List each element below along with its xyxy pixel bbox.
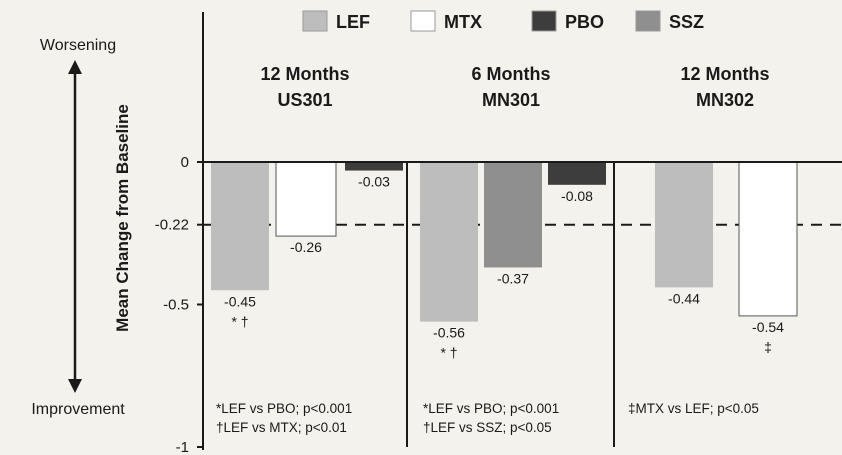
group-title-study: US301: [277, 90, 332, 110]
y-tick-label: 0: [181, 154, 189, 171]
legend-swatch-lef: [302, 10, 328, 32]
y-axis-title: Mean Change from Baseline: [113, 104, 132, 332]
legend-label-lef: LEF: [336, 12, 370, 32]
significance-marker: ‡: [764, 339, 772, 355]
worsening-label: Worsening: [40, 37, 116, 54]
legend-label-pbo: PBO: [565, 12, 604, 32]
y-tick-label: -1: [176, 439, 189, 455]
bar-value-label: -0.08: [561, 188, 593, 204]
group-footnote: *LEF vs PBO; p<0.001: [216, 401, 352, 416]
bar-pbo: [548, 162, 606, 185]
significance-marker: * †: [440, 345, 457, 361]
bar-ssz: [484, 162, 542, 268]
bar-value-label: -0.45: [224, 293, 256, 309]
significance-marker: * †: [231, 313, 248, 329]
group-footnote: *LEF vs PBO; p<0.001: [423, 401, 559, 416]
bar-value-label: -0.54: [752, 319, 784, 335]
bar-value-label: -0.44: [668, 290, 700, 306]
bar-lef: [655, 162, 713, 288]
bar-value-label: -0.56: [433, 325, 465, 341]
bar-value-label: -0.03: [358, 174, 390, 190]
group-footnote: ‡MTX vs LEF; p<0.05: [628, 401, 759, 416]
group-footnote: †LEF vs MTX; p<0.01: [216, 420, 347, 435]
group-footnote: †LEF vs SSZ; p<0.05: [423, 420, 552, 435]
group-title-period: 12 Months: [260, 64, 349, 84]
bar-mtx: [275, 161, 337, 237]
y-axis-ticks: 0 -0.22 -0.5 -1: [155, 154, 203, 455]
bar-groups: 12 Months US301 -0.45 * † -0.26 -0.03 *LEF vs …: [211, 64, 798, 447]
legend-label-mtx: MTX: [444, 12, 482, 32]
legend: LEF MTX PBO SSZ: [302, 10, 704, 32]
bar-value-label: -0.37: [497, 270, 529, 286]
bar-lef: [211, 162, 269, 291]
bar-value-label: -0.26: [290, 239, 322, 255]
legend-swatch-pbo: [531, 10, 557, 32]
y-tick-label: -0.5: [163, 297, 189, 314]
bar-mtx: [738, 161, 798, 317]
bar-lef: [420, 162, 478, 322]
group-title-period: 12 Months: [680, 64, 769, 84]
legend-label-ssz: SSZ: [669, 12, 704, 32]
group-title-period: 6 Months: [472, 64, 551, 84]
direction-arrow-icon: [68, 60, 82, 393]
group-title-study: MN302: [696, 90, 754, 110]
improvement-label: Improvement: [31, 401, 125, 418]
bar-pbo: [345, 162, 403, 171]
legend-swatch-mtx: [410, 10, 436, 32]
legend-swatch-ssz: [635, 10, 661, 32]
group-title-study: MN301: [482, 90, 540, 110]
y-tick-label: -0.22: [155, 217, 189, 234]
